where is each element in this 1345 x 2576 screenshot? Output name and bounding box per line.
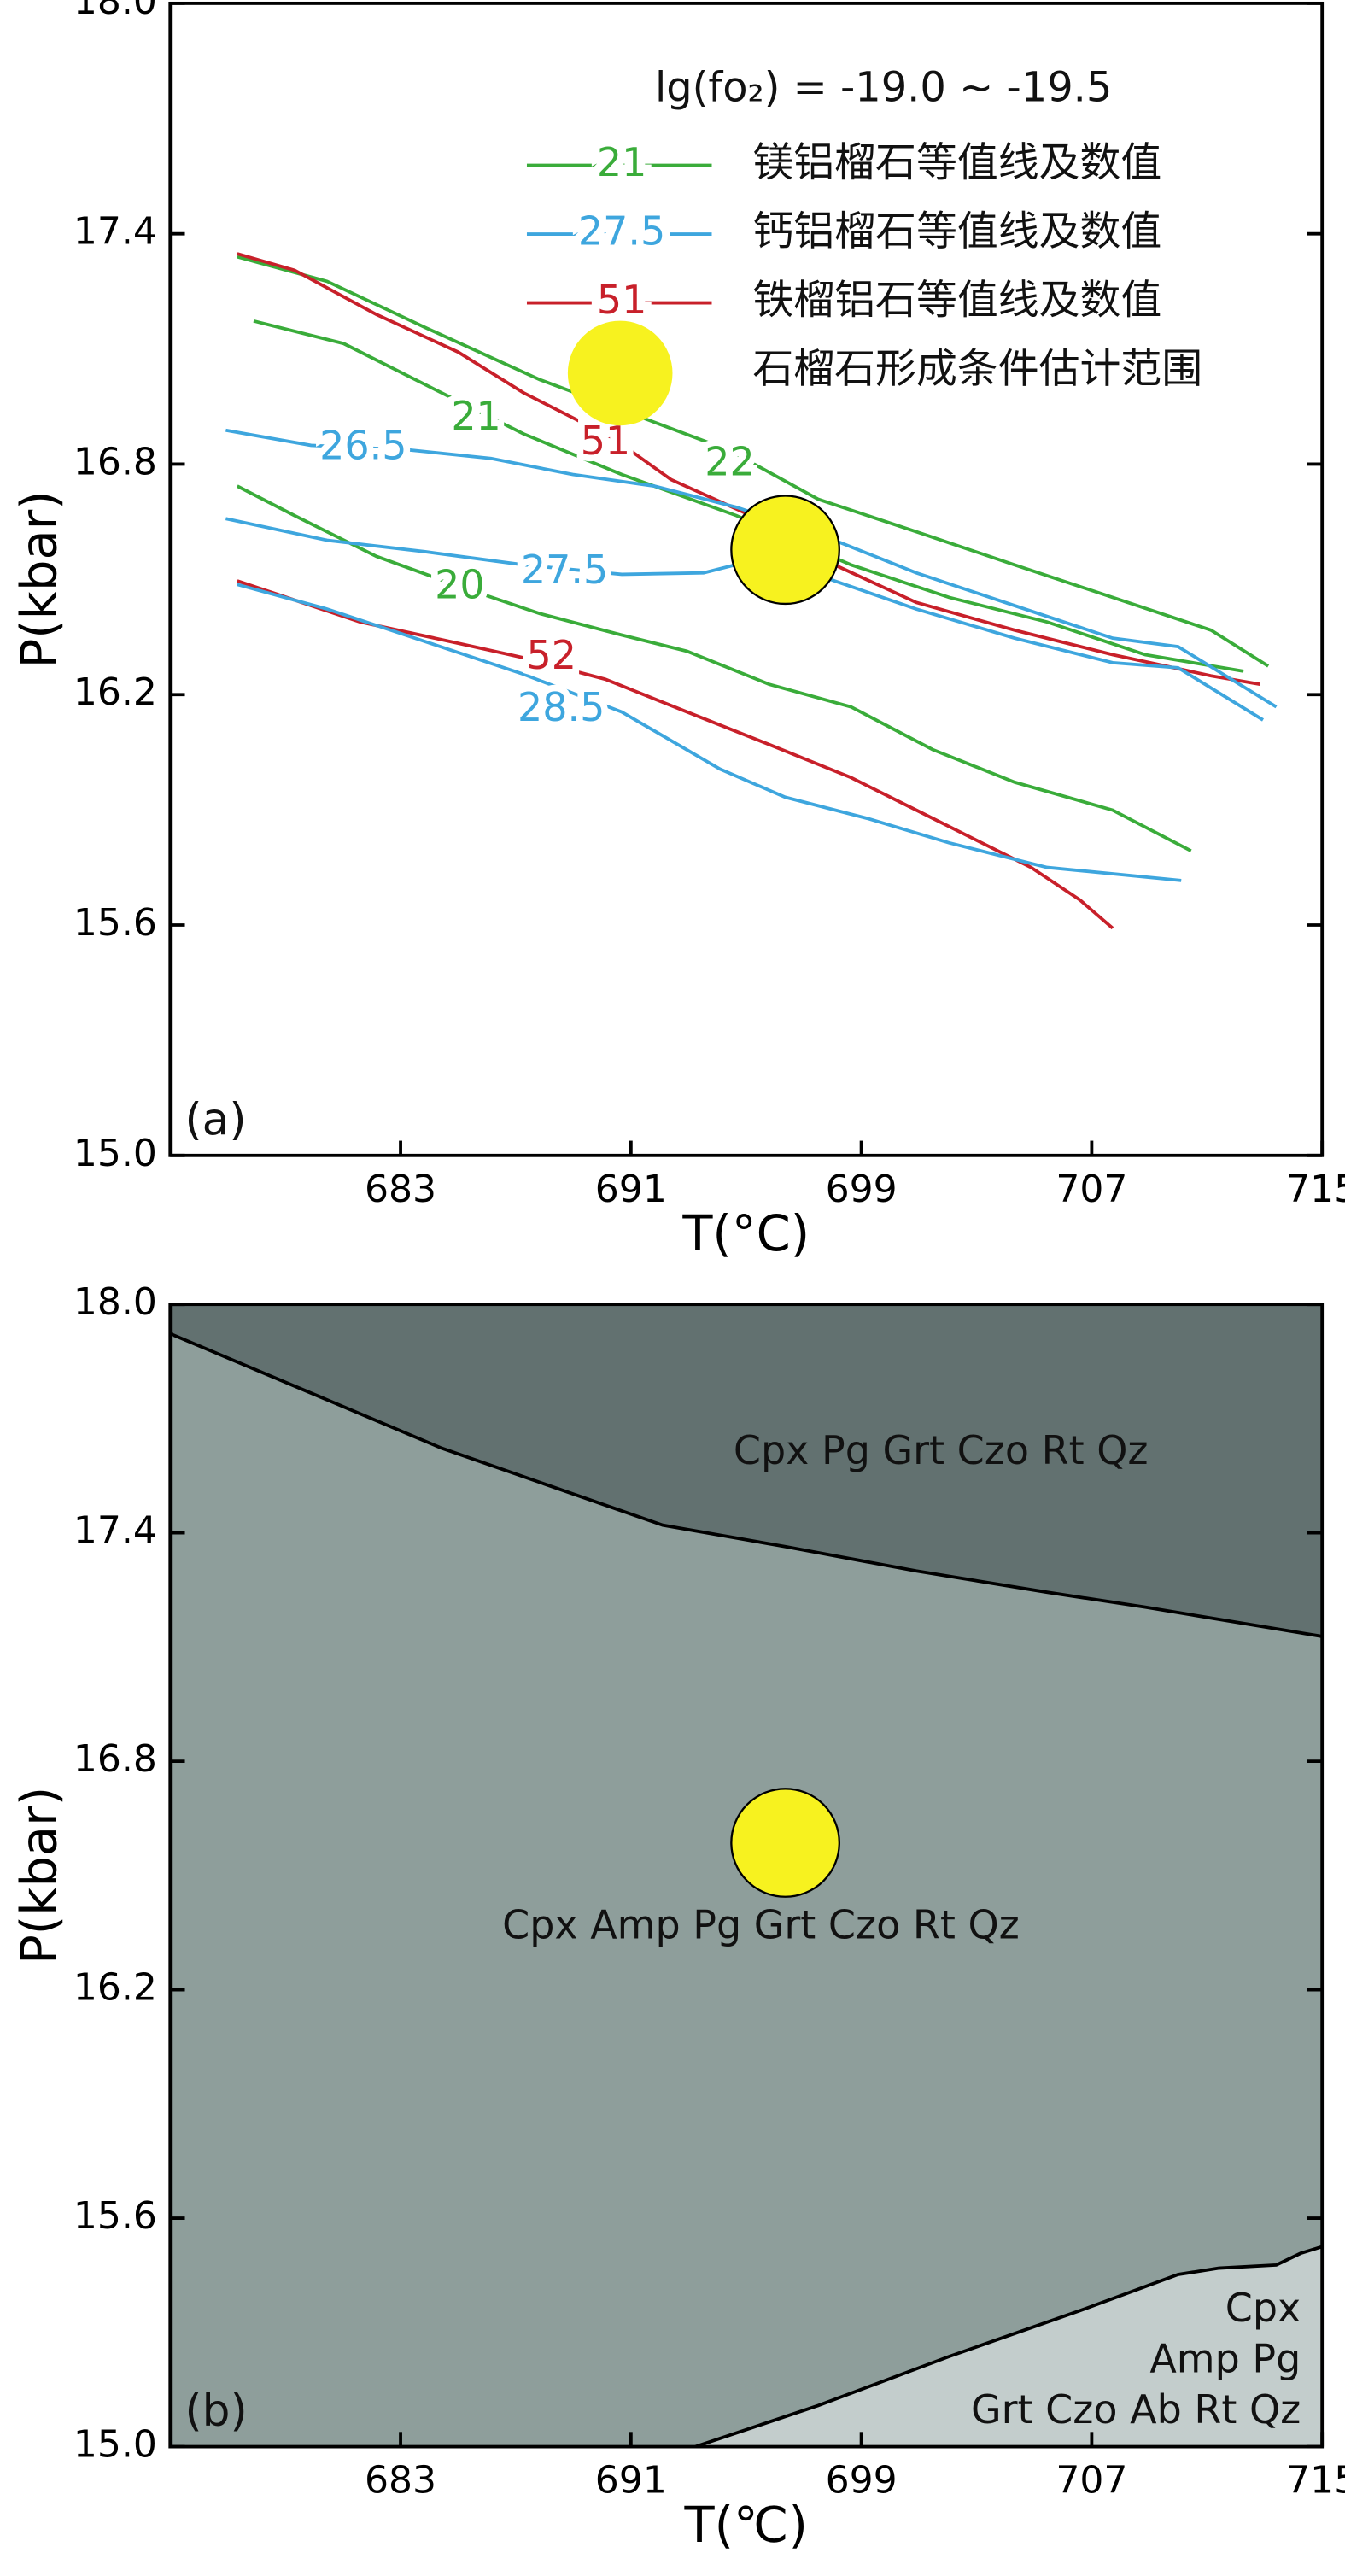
- field-label: Cpx Pg Grt Czo Rt Qz: [734, 1427, 1149, 1473]
- y-tick-label: 16.2: [73, 1966, 157, 2010]
- legend-symbol: [567, 320, 673, 426]
- isopleth-label: 52: [526, 632, 576, 678]
- plot-frame: [168, 1303, 1325, 2449]
- y-tick-label: 17.4: [73, 1509, 157, 1553]
- legend-entry: 镁铝榴石等值线及数值: [752, 140, 1161, 187]
- x-tick-label: 699: [826, 2459, 898, 2503]
- legend-value: 51: [597, 277, 647, 323]
- phase-boundary: [694, 2245, 1323, 2449]
- x-tick-label: 707: [1056, 2459, 1127, 2503]
- isopleth-label: 28.5: [518, 684, 605, 730]
- x-tick-label: 691: [595, 1168, 667, 1211]
- x-tick-label: 691: [595, 2459, 667, 2503]
- y-tick-label: 15.0: [73, 2423, 157, 2467]
- panel-label: (a): [185, 1094, 247, 1145]
- x-tick-label: 683: [365, 1168, 436, 1211]
- legend-entry: 铁榴铝石等值线及数值: [752, 278, 1161, 325]
- y-tick-label: 18.0: [73, 0, 157, 23]
- y-axis-label: P(kbar): [10, 1787, 67, 1964]
- y-tick-label: 16.8: [73, 440, 157, 483]
- isopleth-label: 21: [451, 393, 501, 439]
- x-axis-label: T(℃): [683, 2497, 807, 2554]
- legend-value: 27.5: [578, 208, 665, 255]
- x-axis-label: T(°C): [681, 1205, 810, 1262]
- x-tick-label: 715: [1286, 2459, 1345, 2503]
- field-label: Cpx: [1225, 2285, 1301, 2331]
- x-tick-label: 715: [1286, 1168, 1345, 1211]
- y-tick-label: 15.6: [73, 901, 157, 945]
- x-tick-label: 699: [826, 1168, 898, 1211]
- isopleth-label: 27.5: [521, 547, 608, 593]
- legend-entry: 钙铝榴石等值线及数值: [752, 208, 1161, 255]
- y-axis-label: P(kbar): [10, 490, 67, 668]
- field: [695, 2246, 1323, 2447]
- phase-boundary: [169, 1332, 1323, 1638]
- isopleth-label: 26.5: [319, 423, 406, 469]
- y-tick-label: 16.8: [73, 1737, 157, 1781]
- field-label: Cpx Amp Pg Grt Czo Rt Qz: [502, 1902, 1020, 1948]
- field-label: Grt Czo Ab Rt Qz: [971, 2386, 1301, 2433]
- plot-frame: [168, 1, 1325, 1157]
- y-tick-label: 15.0: [73, 1132, 157, 1175]
- isopleth: [237, 583, 1182, 882]
- legend-value: 21: [597, 139, 647, 185]
- y-tick-label: 16.2: [73, 670, 157, 714]
- y-tick-label: 15.6: [73, 2194, 157, 2238]
- isopleth-label: 20: [435, 561, 485, 607]
- legend-entry: 石榴石形成条件估计范围: [752, 346, 1202, 393]
- field-label: Amp Pg: [1149, 2335, 1301, 2381]
- estimate-circle: [730, 495, 840, 606]
- isopleth: [237, 255, 1270, 668]
- x-tick-label: 707: [1056, 1168, 1127, 1211]
- y-tick-label: 18.0: [73, 1280, 157, 1324]
- panel-label: (b): [185, 2386, 248, 2437]
- isopleth: [225, 428, 1278, 709]
- isopleth: [237, 579, 1114, 930]
- x-tick-label: 683: [365, 2459, 436, 2503]
- estimate-circle: [730, 1788, 840, 1898]
- isopleth: [236, 484, 1192, 852]
- field: [170, 1304, 1323, 1636]
- y-tick-label: 17.4: [73, 210, 157, 254]
- legend-title: lg(fo₂) = -19.0 ~ -19.5: [655, 64, 1112, 111]
- isopleth: [253, 319, 1244, 673]
- isopleth-label: 22: [705, 439, 755, 485]
